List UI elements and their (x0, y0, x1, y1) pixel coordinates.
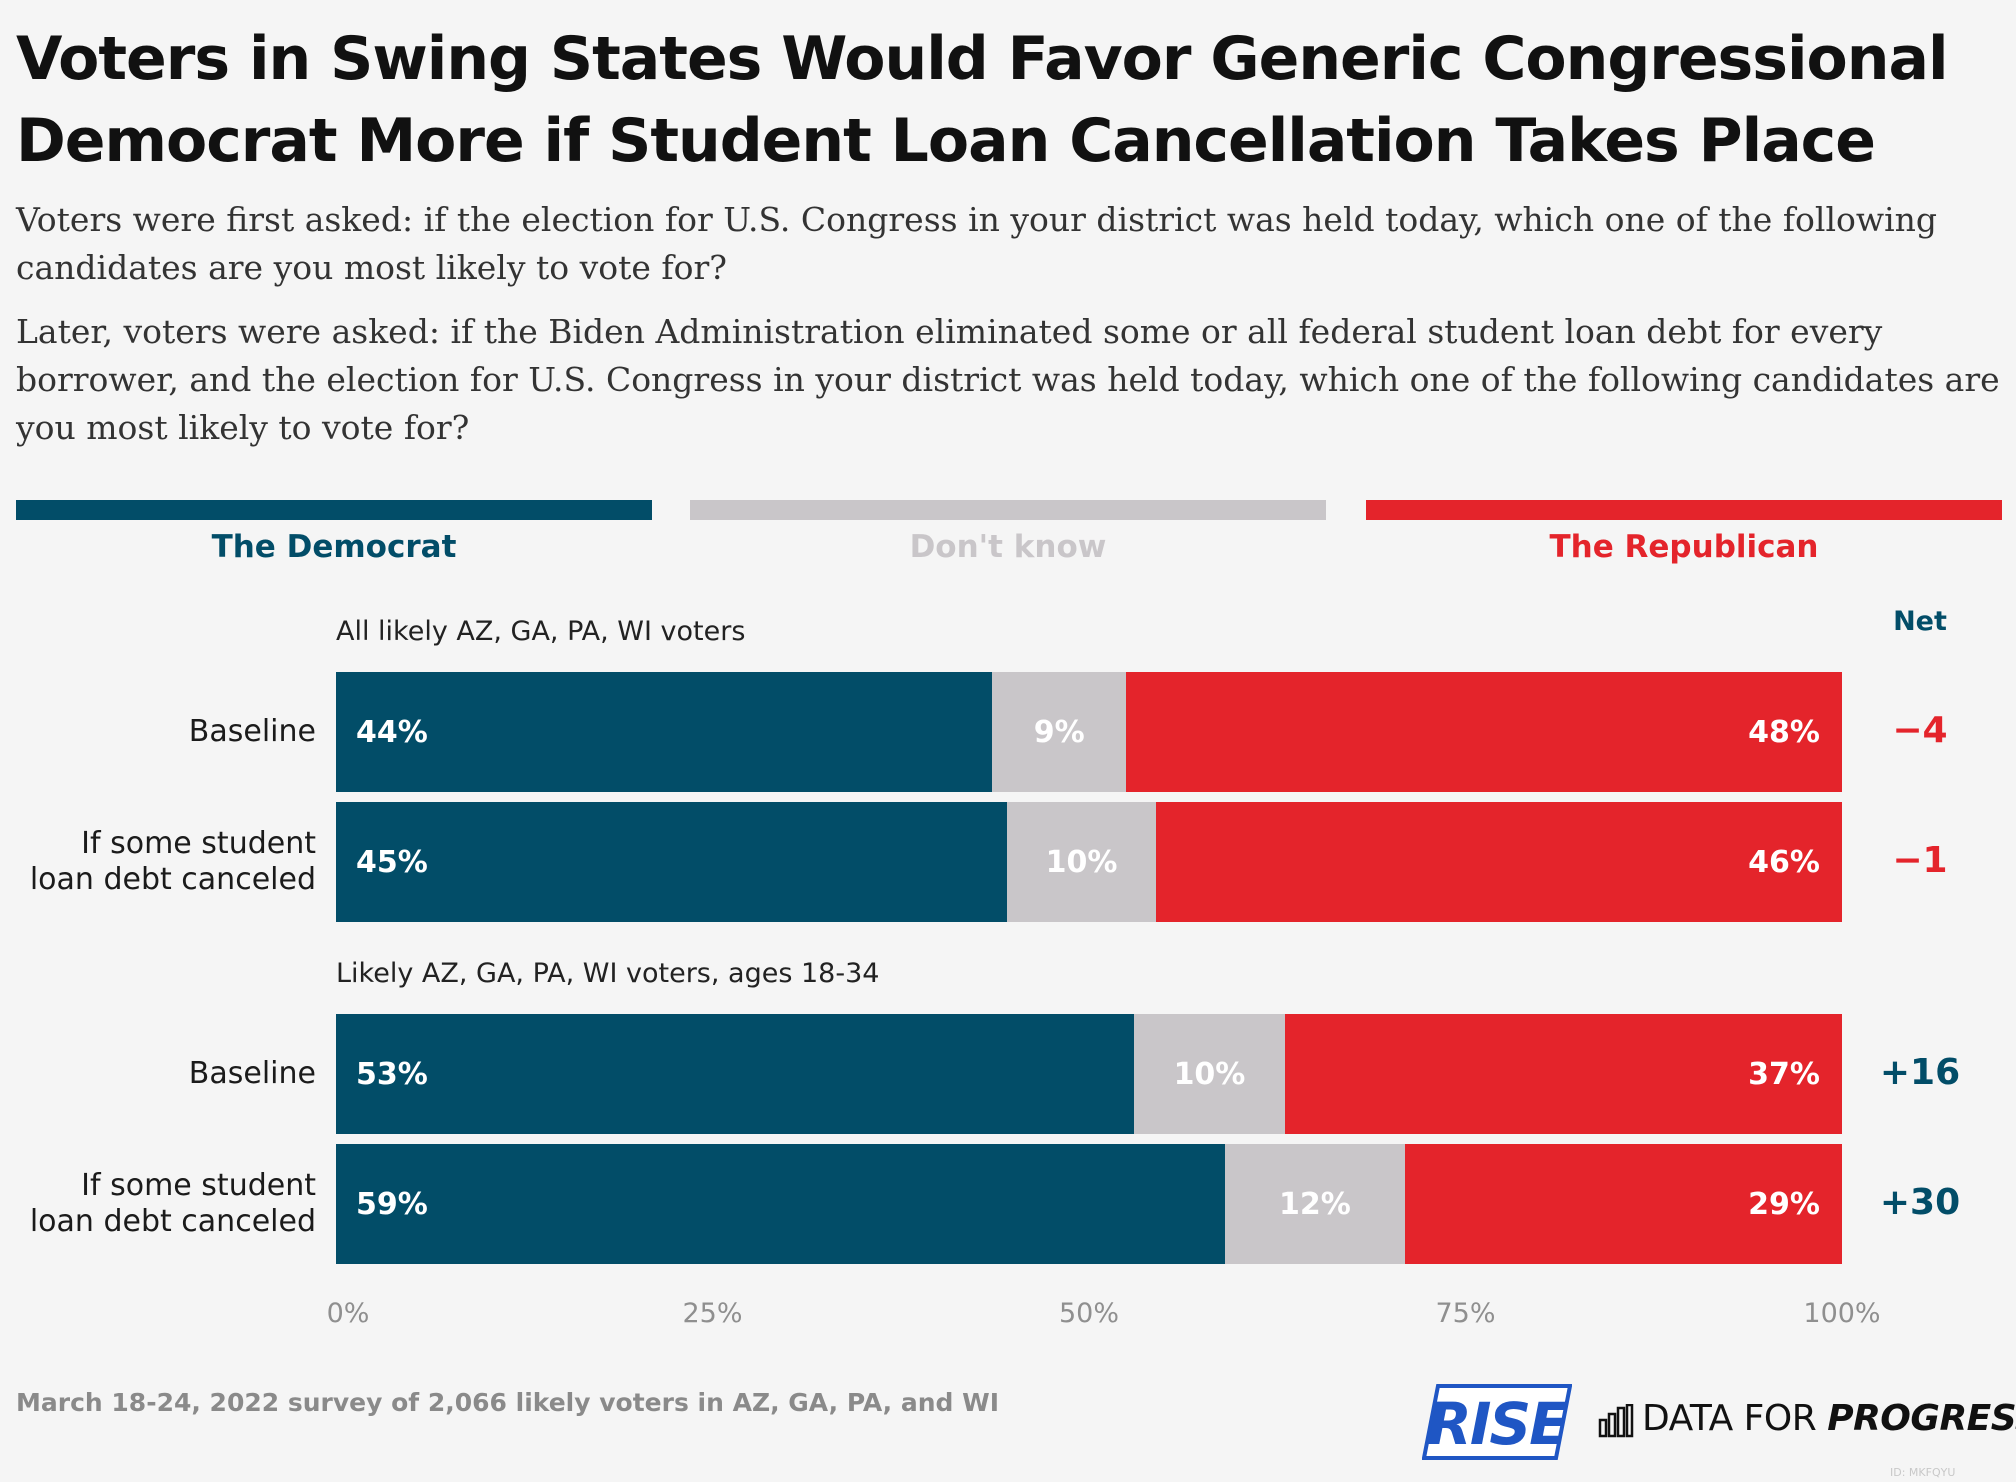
x-tick-label: 100% (1803, 1298, 1881, 1329)
value-label: 45% (356, 844, 428, 880)
bar-segment-republican: 37% (1284, 1014, 1842, 1134)
bar-segment-dont-know: 10% (1006, 802, 1157, 922)
row-label-line: loan debt canceled (29, 862, 316, 897)
title-line-2: Democrat More if Student Loan Cancellati… (16, 106, 1876, 176)
value-label: 53% (356, 1056, 428, 1092)
net-value: −1 (1892, 840, 1948, 881)
net-value: −4 (1892, 710, 1948, 751)
bar-segment-dont-know: 12% (1224, 1144, 1406, 1264)
value-label: 48% (1748, 714, 1820, 750)
value-label: 59% (356, 1186, 428, 1222)
value-label: 10% (1045, 844, 1118, 880)
row-label: If some student loan debt canceled (0, 826, 316, 898)
value-label: 29% (1748, 1186, 1820, 1222)
chart-id: ID: MKFQYU (1890, 1466, 1956, 1479)
bar-segment-dont-know: 10% (1134, 1014, 1285, 1134)
bar-segment-democrat: 45% (336, 802, 1007, 922)
rise-logo: RISE (1422, 1384, 1572, 1460)
row-label-line: Baseline (188, 1056, 316, 1091)
net-value: +16 (1879, 1052, 1961, 1093)
legend-label-democrat: The Democrat (211, 529, 457, 565)
legend-label-republican: The Republican (1549, 529, 1819, 565)
dfp-prefix: DATA FOR (1642, 1398, 1828, 1439)
value-label: 9% (1033, 714, 1085, 750)
stacked-bar: 45% 10% 46% (336, 802, 1842, 922)
bar-segment-democrat: 44% (336, 672, 993, 792)
bar-segment-republican: 29% (1405, 1144, 1842, 1264)
x-tick-label: 0% (326, 1298, 370, 1329)
row-label-line: If some student (81, 1168, 316, 1203)
stacked-bar: 59% 12% 29% (336, 1144, 1842, 1264)
rise-logo-text: RISE (1427, 1390, 1568, 1458)
dfp-bold: PROGRESS (1827, 1398, 2016, 1439)
row-label: Baseline (0, 1056, 316, 1092)
chart-title: Voters in Swing States Would Favor Gener… (16, 18, 1996, 182)
net-header: Net (1893, 606, 1947, 637)
net-value: +30 (1879, 1182, 1961, 1223)
footnote: March 18-24, 2022 survey of 2,066 likely… (16, 1388, 1000, 1417)
subtitle-first-question: Voters were first asked: if the election… (16, 200, 1938, 287)
bar-segment-dont-know: 9% (992, 672, 1127, 792)
value-label: 12% (1278, 1186, 1351, 1222)
x-tick-label: 75% (1435, 1298, 1496, 1329)
bar-segment-republican: 48% (1126, 672, 1842, 792)
row-label-line: Baseline (188, 714, 316, 749)
data-for-progress-logo: DATA FOR PROGRESS (1642, 1398, 2016, 1439)
legend-label-dont-know: Don't know (909, 529, 1107, 565)
row-label: If some student loan debt canceled (0, 1168, 316, 1240)
x-tick-label: 25% (682, 1298, 743, 1329)
bar-chart-icon (1598, 1404, 1634, 1438)
value-label: 44% (356, 714, 428, 750)
value-label: 46% (1748, 844, 1820, 880)
group-label-all-voters: All likely AZ, GA, PA, WI voters (336, 616, 746, 647)
stacked-bar: 44% 9% 48% (336, 672, 1842, 792)
bar-segment-republican: 46% (1156, 802, 1842, 922)
value-label: 37% (1748, 1056, 1820, 1092)
bar-segment-democrat: 59% (336, 1144, 1225, 1264)
legend-swatch-republican (1366, 500, 2002, 520)
x-tick-label: 50% (1058, 1298, 1119, 1329)
row-label: Baseline (0, 714, 316, 750)
group-label-young-voters: Likely AZ, GA, PA, WI voters, ages 18-34 (336, 958, 880, 989)
row-label-line: loan debt canceled (29, 1204, 316, 1239)
legend-swatch-dont-know (690, 500, 1326, 520)
bar-segment-democrat: 53% (336, 1014, 1135, 1134)
title-line-1: Voters in Swing States Would Favor Gener… (16, 24, 1949, 94)
stacked-bar: 53% 10% 37% (336, 1014, 1842, 1134)
value-label: 10% (1173, 1056, 1246, 1092)
row-label-line: If some student (81, 826, 316, 861)
subtitle-second-question: Later, voters were asked: if the Biden A… (16, 312, 2000, 447)
legend-swatch-democrat (16, 500, 652, 520)
